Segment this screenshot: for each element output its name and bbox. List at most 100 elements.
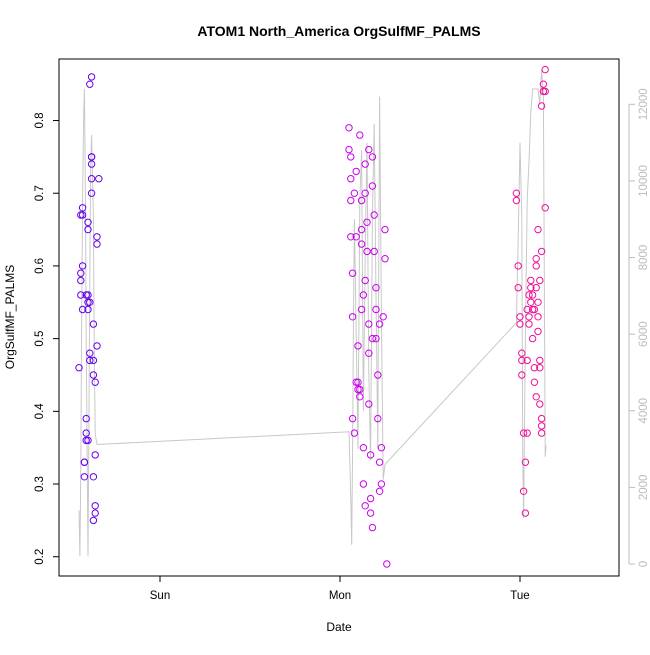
data-point: [87, 73, 96, 81]
data-point: [347, 175, 355, 183]
data-point: [375, 458, 384, 466]
data-point: [381, 255, 389, 263]
data-point: [354, 385, 362, 394]
data-point: [350, 429, 359, 437]
data-point: [368, 153, 377, 161]
data-point: [357, 196, 366, 205]
data-point: [527, 298, 535, 306]
y-tick-label: 0.2: [34, 549, 46, 565]
data-point: [370, 211, 378, 219]
data-point: [363, 247, 371, 256]
x-axis-label: Date: [326, 620, 352, 634]
data-point: [536, 364, 544, 372]
data-point: [372, 305, 380, 314]
data-point: [345, 145, 353, 154]
data-point: [512, 189, 521, 197]
data-point: [368, 182, 377, 190]
data-point: [541, 65, 549, 74]
data-point: [347, 196, 355, 205]
data-point: [361, 189, 369, 197]
y-tick-label: 0.3: [34, 476, 46, 492]
data-point: [95, 175, 103, 183]
data-point: [525, 320, 533, 328]
data-point: [528, 291, 537, 299]
data-point: [357, 225, 366, 234]
data-point: [352, 378, 360, 386]
data-point: [536, 356, 544, 365]
data-point: [374, 414, 382, 423]
data-point: [89, 356, 98, 365]
data-point: [348, 269, 357, 277]
data-point: [91, 451, 99, 459]
data-point: [357, 305, 366, 314]
right-tick-label: 8000: [638, 245, 650, 271]
y-axis-label: OrgSulfMF_PALMS: [3, 265, 17, 369]
data-point: [521, 509, 530, 517]
data-point: [91, 509, 99, 517]
data-point: [359, 480, 368, 488]
data-point: [528, 334, 537, 343]
data-point: [84, 225, 92, 234]
y-tick-label: 0.6: [34, 258, 46, 274]
right-tick-label: 6000: [638, 321, 650, 347]
data-point: [356, 131, 364, 139]
right-axis: 0 2000 4000 6000 8000 10000 12000: [628, 88, 650, 567]
data-point: [379, 313, 387, 321]
data-point: [350, 189, 359, 197]
data-point: [368, 523, 377, 532]
y-axis: 0.2 0.3 0.4 0.5 0.6 0.7 0.8: [34, 113, 59, 565]
data-point: [84, 218, 92, 227]
x-tick-label: Tue: [510, 590, 529, 602]
data-point: [87, 160, 96, 168]
data-point: [518, 356, 526, 365]
data-point: [361, 160, 369, 168]
data-point: [536, 400, 544, 408]
right-tick-label: 2000: [638, 475, 650, 501]
data-point: [381, 225, 389, 234]
data-point: [532, 284, 540, 292]
x-axis: Sun Mon Tue: [150, 576, 530, 602]
data-point: [348, 313, 357, 321]
y-tick-label: 0.4: [34, 403, 46, 420]
data-point: [357, 240, 366, 248]
data-point: [365, 320, 373, 328]
data-point: [541, 87, 549, 96]
data-point: [532, 262, 540, 270]
data-point: [368, 334, 377, 343]
data-point: [374, 371, 382, 379]
data-point: [523, 356, 531, 365]
data-point: [361, 502, 369, 510]
data-point: [377, 444, 386, 452]
data-point: [365, 400, 373, 408]
data-point: [527, 284, 535, 292]
altitude-line: [78, 69, 547, 557]
points-layer: [75, 65, 549, 568]
data-point: [77, 276, 85, 285]
data-point: [534, 327, 542, 336]
data-point: [75, 364, 83, 372]
data-point: [375, 487, 384, 495]
data-point: [84, 305, 92, 314]
data-point: [89, 371, 98, 379]
data-point: [352, 167, 360, 176]
data-point: [345, 124, 353, 132]
data-point: [93, 233, 101, 241]
data-point: [514, 284, 522, 292]
data-point: [536, 276, 544, 285]
data-point: [370, 247, 378, 256]
data-point: [91, 502, 99, 510]
data-point: [532, 393, 540, 401]
data-point: [372, 334, 380, 343]
data-point: [365, 349, 373, 357]
data-point: [530, 378, 539, 386]
data-point: [86, 80, 94, 88]
data-point: [518, 371, 526, 379]
data-point: [534, 225, 542, 234]
data-point: [80, 458, 89, 466]
data-point: [87, 175, 96, 183]
data-point: [77, 291, 85, 299]
data-point: [356, 393, 364, 401]
data-point: [361, 276, 369, 285]
right-tick-label: 12000: [638, 88, 650, 120]
